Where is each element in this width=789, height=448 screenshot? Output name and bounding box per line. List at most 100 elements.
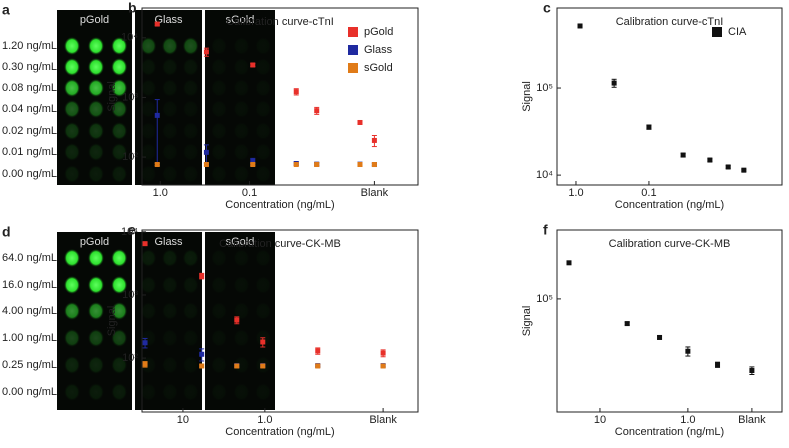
point <box>646 124 652 130</box>
point <box>314 162 320 168</box>
y-tick-label: 10² <box>122 151 138 163</box>
x-tick-label: 1.0 <box>680 414 695 426</box>
spot <box>64 276 80 294</box>
column-header: Glass <box>154 14 183 26</box>
column-header: pGold <box>80 236 109 248</box>
row-label: 4.00 ng/mL <box>2 305 57 317</box>
spot <box>255 249 271 267</box>
x-axis-label: Concentration (ng/mL) <box>615 199 724 211</box>
point <box>142 361 148 367</box>
x-tick-label: Blank <box>369 414 397 426</box>
point <box>611 80 617 86</box>
row-label: 0.00 ng/mL <box>2 168 57 180</box>
row-label: 0.04 ng/mL <box>2 103 57 115</box>
point <box>357 119 363 125</box>
spot <box>255 79 271 97</box>
spot <box>140 58 157 76</box>
x-tick-label: 10 <box>177 414 189 426</box>
column-header: sGold <box>226 14 255 26</box>
spot <box>64 122 80 140</box>
y-axis-label: Signal <box>521 306 533 337</box>
point <box>250 158 256 164</box>
chart-title: Calibration curve-CK-MB <box>609 238 731 250</box>
spot <box>255 100 271 118</box>
y-tick-label: 10³ <box>122 91 138 103</box>
spot <box>211 58 227 76</box>
spot <box>111 122 128 140</box>
spot <box>233 329 249 347</box>
x-tick-label: 1.0 <box>257 414 272 426</box>
spot <box>88 37 104 55</box>
spot <box>211 302 227 320</box>
row-label: 64.0 ng/mL <box>2 252 57 264</box>
spot <box>211 383 227 401</box>
y-tick-label: 10⁵ <box>536 293 553 305</box>
point <box>142 241 148 247</box>
plot-frame <box>556 229 783 413</box>
point <box>315 348 321 354</box>
spot <box>140 302 157 320</box>
x-axis-label: Concentration (ng/mL) <box>225 426 334 438</box>
point <box>203 162 209 168</box>
spot <box>183 383 199 401</box>
spot <box>88 79 104 97</box>
spot <box>233 100 249 118</box>
spot <box>211 165 227 183</box>
spot <box>162 122 178 140</box>
spot <box>183 100 199 118</box>
point <box>315 363 321 369</box>
spot <box>64 383 80 401</box>
legend-label: Glass <box>364 44 393 56</box>
x-tick-label: 10 <box>594 414 606 426</box>
column-header: pGold <box>80 14 109 26</box>
spot <box>111 143 128 161</box>
spot <box>211 329 227 347</box>
plot-frame <box>141 229 419 413</box>
x-axis-label: Concentration (ng/mL) <box>615 426 724 438</box>
spot <box>88 143 104 161</box>
x-tick-label: Blank <box>361 187 389 199</box>
x-tick-label: 1.0 <box>153 187 168 199</box>
spot <box>255 122 271 140</box>
spot <box>255 37 271 55</box>
row-label: 0.25 ng/mL <box>2 359 57 371</box>
y-tick-label: 10⁴ <box>121 32 138 44</box>
legend-swatch <box>348 63 358 73</box>
x-axis-label: Concentration (ng/mL) <box>225 199 334 211</box>
spot <box>140 165 156 183</box>
x-tick-label: 0.1 <box>641 187 656 199</box>
spot <box>111 37 128 55</box>
point <box>685 348 691 354</box>
row-label: 16.0 ng/mL <box>2 279 57 291</box>
point <box>657 334 663 340</box>
spot <box>255 383 271 401</box>
spot <box>162 165 178 183</box>
panel-letter: b <box>128 0 137 16</box>
spot <box>162 329 178 347</box>
spot <box>233 143 249 161</box>
spot <box>111 249 128 267</box>
spot <box>161 302 178 320</box>
legend-swatch <box>712 27 722 37</box>
spot <box>233 58 249 76</box>
point <box>293 162 299 168</box>
point <box>199 273 205 279</box>
y-tick-label: 10⁴ <box>121 226 138 238</box>
point <box>357 162 363 168</box>
spot <box>211 37 227 55</box>
column-header: Glass <box>154 236 183 248</box>
spot <box>88 383 104 401</box>
y-tick-label: 10⁴ <box>536 169 553 181</box>
point <box>707 157 713 163</box>
panel-letter: c <box>543 0 551 16</box>
spot <box>88 356 104 374</box>
point <box>371 137 377 143</box>
spot <box>161 249 178 267</box>
spot <box>140 122 156 140</box>
point <box>250 162 256 168</box>
spot <box>64 100 80 118</box>
spot <box>233 165 249 183</box>
row-label: 1.20 ng/mL <box>2 40 57 52</box>
spot <box>88 122 104 140</box>
spot <box>233 79 249 97</box>
